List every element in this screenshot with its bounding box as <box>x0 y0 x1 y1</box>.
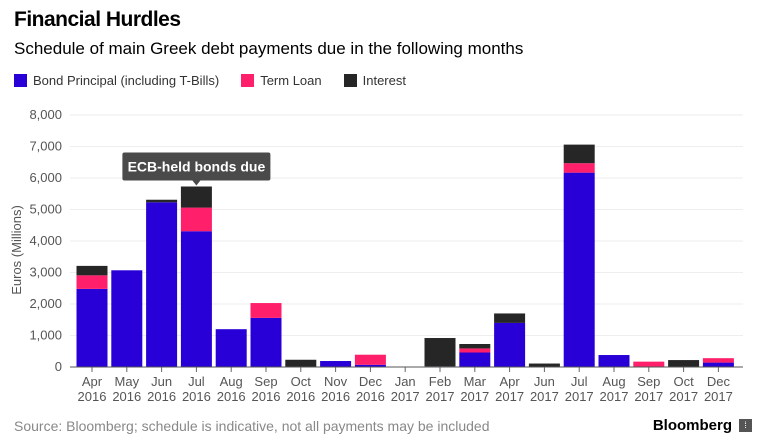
x-tick-label-month: Sep <box>254 374 277 389</box>
x-tick-label-year: 2016 <box>217 389 246 404</box>
bloomberg-chart-icon: ⁞ <box>739 419 752 432</box>
x-tick-label-year: 2016 <box>147 389 176 404</box>
bar-segment-interest <box>668 360 700 367</box>
x-tick-label-year: 2016 <box>286 389 315 404</box>
bar-segment-term-loan <box>633 361 665 367</box>
chart-subtitle: Schedule of main Greek debt payments due… <box>14 39 524 58</box>
legend-label: Term Loan <box>260 73 322 88</box>
bar-segment-term-loan <box>702 358 734 363</box>
bar-segment-term-loan <box>76 275 108 289</box>
bar-segment-interest <box>494 313 526 323</box>
bar-segment-bond-principal <box>76 288 108 367</box>
x-tick-label-month: Dec <box>359 374 383 389</box>
x-tick-label-year: 2016 <box>112 389 141 404</box>
brand-logo: Bloomberg <box>652 417 732 434</box>
x-tick-label-month: Oct <box>291 374 312 389</box>
x-tick-label-year: 2017 <box>495 389 524 404</box>
y-tick-label: 1,000 <box>29 328 62 343</box>
annotation-pointer <box>192 180 201 186</box>
bar-segment-term-loan <box>180 207 212 232</box>
x-tick-label-year: 2017 <box>600 389 629 404</box>
x-tick-label-month: Sep <box>637 374 660 389</box>
legend-swatch <box>14 74 27 87</box>
x-tick-label-year: 2017 <box>530 389 559 404</box>
x-tick-label-year: 2017 <box>669 389 698 404</box>
x-tick-label-month: Oct <box>673 374 694 389</box>
x-tick-label-month: Jan <box>395 374 416 389</box>
y-tick-label: 2,000 <box>29 296 62 311</box>
legend-swatch <box>241 74 255 87</box>
x-tick-label-month: Jun <box>534 374 555 389</box>
x-tick-label-month: Jul <box>188 374 205 389</box>
x-tick-label-month: Jun <box>151 374 172 389</box>
bar-segment-interest <box>180 186 212 208</box>
x-tick-label-year: 2016 <box>321 389 350 404</box>
x-tick-label-year: 2017 <box>426 389 455 404</box>
x-tick-label-month: Apr <box>499 374 520 389</box>
bar-segment-term-loan <box>563 163 595 173</box>
bar-segment-bond-principal <box>180 231 212 367</box>
x-tick-label-month: Mar <box>464 374 487 389</box>
x-tick-label-year: 2016 <box>252 389 281 404</box>
legend-item-bond-principal: Bond Principal (including T-Bills) <box>14 73 219 88</box>
annotation-box <box>122 152 271 181</box>
bar-segment-interest <box>563 144 595 164</box>
legend-item-interest: Interest <box>343 73 406 88</box>
y-tick-label: 8,000 <box>29 107 62 122</box>
x-tick-label-year: 2017 <box>704 389 733 404</box>
bar-segment-bond-principal <box>598 355 630 367</box>
x-tick-label-year: 2016 <box>182 389 211 404</box>
x-tick-label-month: Nov <box>324 374 348 389</box>
bar-segment-interest <box>459 344 491 349</box>
x-tick-label-year: 2017 <box>460 389 489 404</box>
annotation-text: ECB-held bonds due <box>128 159 266 175</box>
bar-segment-term-loan <box>354 354 386 365</box>
x-tick-label-month: Jul <box>571 374 588 389</box>
x-tick-label-year: 2016 <box>78 389 107 404</box>
bar-segment-bond-principal <box>702 362 734 367</box>
x-tick-label-month: Aug <box>220 374 243 389</box>
y-tick-label: 5,000 <box>29 202 62 217</box>
y-tick-label: 4,000 <box>29 233 62 248</box>
y-tick-label: 6,000 <box>29 170 62 185</box>
x-tick-label-month: Apr <box>82 374 103 389</box>
bar-segment-bond-principal <box>320 361 352 367</box>
legend-item-term-loan: Term Loan <box>241 73 322 88</box>
y-tick-label: 7,000 <box>29 139 62 154</box>
y-tick-label: 3,000 <box>29 265 62 280</box>
bar-segment-term-loan <box>459 348 491 353</box>
y-axis-title: Euros (Millions) <box>9 205 24 295</box>
bar-segment-interest <box>528 363 560 367</box>
bar-segment-bond-principal <box>146 202 178 367</box>
x-tick-label-year: 2017 <box>391 389 420 404</box>
x-tick-label-year: 2017 <box>634 389 663 404</box>
bar-segment-bond-principal <box>494 322 526 367</box>
x-tick-label-month: Feb <box>429 374 451 389</box>
x-tick-label-year: 2017 <box>565 389 594 404</box>
bar-segment-bond-principal <box>354 364 386 367</box>
x-tick-label-month: Dec <box>707 374 731 389</box>
bar-segment-interest <box>424 338 456 367</box>
bar-segment-bond-principal <box>459 352 491 367</box>
legend: Bond Principal (including T-Bills) Term … <box>14 73 406 88</box>
bar-segment-bond-principal <box>215 329 247 367</box>
bar-segment-interest <box>285 359 317 367</box>
bar-segment-interest <box>76 265 108 276</box>
legend-label: Interest <box>362 73 406 88</box>
bar-segment-term-loan <box>250 303 282 318</box>
legend-swatch <box>343 74 357 87</box>
chart-title: Financial Hurdles <box>14 8 181 31</box>
x-tick-label-year: 2016 <box>356 389 385 404</box>
y-tick-label: 0 <box>55 359 62 374</box>
source-note: Source: Bloomberg; schedule is indicativ… <box>14 418 490 434</box>
legend-label: Bond Principal (including T-Bills) <box>33 73 220 88</box>
x-tick-label-month: Aug <box>602 374 625 389</box>
bar-segment-bond-principal <box>111 270 143 367</box>
bar-segment-interest <box>146 199 178 203</box>
bar-segment-bond-principal <box>250 317 282 367</box>
bar-segment-bond-principal <box>563 172 595 367</box>
x-tick-label-month: May <box>115 374 140 389</box>
